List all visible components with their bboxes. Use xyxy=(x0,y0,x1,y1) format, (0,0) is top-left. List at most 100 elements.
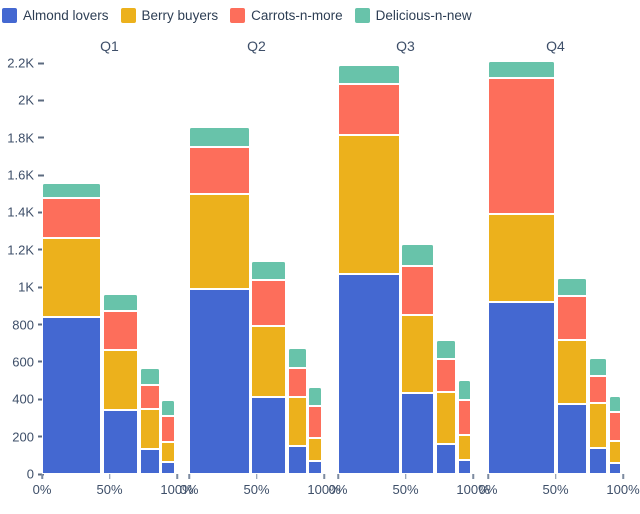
bar-segment xyxy=(401,244,435,266)
y-tick-mark xyxy=(38,286,44,289)
bar-segment xyxy=(161,416,176,443)
quarter-label-q4: Q4 xyxy=(546,38,565,54)
bar-segment xyxy=(251,326,287,398)
bar-segment xyxy=(457,379,472,401)
y-tick-mark xyxy=(38,211,44,214)
bar-segment xyxy=(251,261,287,280)
bar-group-q1 xyxy=(42,63,177,474)
y-tick-label: 2K xyxy=(18,92,34,108)
bar-group-q4 xyxy=(488,61,623,474)
legend-item-2[interactable]: Carrots-n-more xyxy=(230,8,343,23)
bar-segment xyxy=(588,403,608,448)
y-tick-label: 1.2K xyxy=(7,242,34,258)
y-tick-mark xyxy=(38,136,44,139)
bar-segment xyxy=(338,83,400,135)
x-tick-mark xyxy=(108,474,111,479)
y-tick-label: 400 xyxy=(12,391,34,407)
x-tick-label: 100% xyxy=(160,482,194,497)
bar-segment xyxy=(42,317,102,474)
bar-segment xyxy=(401,265,435,316)
bar-segment xyxy=(189,147,250,194)
legend-item-label: Delicious-n-new xyxy=(375,8,472,23)
x-tick-mark xyxy=(487,474,489,479)
x-tick-mark xyxy=(404,474,407,479)
bar-segment xyxy=(42,182,102,199)
x-tick-label: 0% xyxy=(328,482,348,497)
legend-item-label: Berry buyers xyxy=(141,8,219,23)
x-tick-label: 50% xyxy=(243,482,270,497)
bar-segment xyxy=(556,339,588,404)
x-tick-mark xyxy=(41,474,43,479)
bar-segment xyxy=(189,127,250,148)
bar-segment xyxy=(556,403,588,474)
bar-segment xyxy=(608,462,622,474)
y-tick-label: 200 xyxy=(12,429,34,445)
x-tick-label: 50% xyxy=(96,482,123,497)
y-tick: 400 xyxy=(0,392,44,407)
bar-segment xyxy=(588,447,608,474)
y-tick-mark xyxy=(38,99,44,102)
bar-segment xyxy=(457,434,472,460)
bar-segment xyxy=(189,193,250,290)
x-tick-label: 100% xyxy=(307,482,341,497)
bar-segment xyxy=(287,445,307,474)
x-tick-label: 100% xyxy=(606,482,640,497)
bar-segment xyxy=(189,289,250,474)
y-tick-label: 1.6K xyxy=(7,167,34,183)
x-tick-mark xyxy=(554,474,557,479)
y-tick: 800 xyxy=(0,317,44,332)
bar-segment xyxy=(102,349,139,410)
y-tick-mark xyxy=(38,398,44,401)
y-tick-mark xyxy=(38,323,44,326)
y-tick-label: 0 xyxy=(26,466,34,482)
y-tick-label: 1K xyxy=(18,279,34,295)
legend-item-1[interactable]: Berry buyers xyxy=(120,8,219,23)
legend-item-3[interactable]: Delicious-n-new xyxy=(354,8,472,23)
bar-segment xyxy=(457,460,472,474)
bar-segment xyxy=(488,77,556,215)
x-tick-label: 50% xyxy=(542,482,569,497)
bar-segment xyxy=(488,61,556,78)
bar-segment xyxy=(251,279,287,327)
y-tick: 2K xyxy=(0,93,44,108)
y-tick-mark xyxy=(38,248,44,251)
legend-item-0[interactable]: Almond lovers xyxy=(2,8,109,23)
x-tick-mark xyxy=(337,474,339,479)
legend-swatch-icon xyxy=(354,8,370,23)
y-tick-label: 800 xyxy=(12,317,34,333)
bar-segment xyxy=(308,460,323,474)
bar-segment xyxy=(338,64,400,84)
y-tick-mark xyxy=(38,62,44,64)
bar-segment xyxy=(556,295,588,340)
y-tick: 600 xyxy=(0,354,44,369)
bar-segment xyxy=(139,385,160,409)
bar-segment xyxy=(287,347,307,368)
bar-segment xyxy=(588,375,608,404)
bar-segment xyxy=(608,441,622,463)
x-tick-mark xyxy=(622,474,624,479)
legend-item-label: Almond lovers xyxy=(23,8,109,23)
y-tick-mark xyxy=(38,473,44,475)
y-tick: 1.8K xyxy=(0,130,44,145)
bar-segment xyxy=(588,358,608,376)
x-tick-mark xyxy=(188,474,190,479)
bar-segment xyxy=(308,405,323,438)
bar-segment xyxy=(401,392,435,474)
bar-segment xyxy=(608,412,622,442)
bar-segment xyxy=(161,461,176,474)
bar-segment xyxy=(308,387,323,406)
bar-segment xyxy=(457,400,472,435)
legend-swatch-icon xyxy=(230,8,246,23)
bar-group-q2 xyxy=(189,63,324,474)
bar-segment xyxy=(556,277,588,296)
quarter-label-q1: Q1 xyxy=(100,38,119,54)
x-tick-mark xyxy=(323,474,325,479)
bar-segment xyxy=(435,339,457,360)
bar-segment xyxy=(308,437,323,461)
y-tick: 2.2K xyxy=(0,56,44,71)
bar-segment xyxy=(435,444,457,474)
bar-segment xyxy=(287,397,307,446)
x-tick-label: 0% xyxy=(179,482,199,497)
x-tick-label: 50% xyxy=(392,482,419,497)
